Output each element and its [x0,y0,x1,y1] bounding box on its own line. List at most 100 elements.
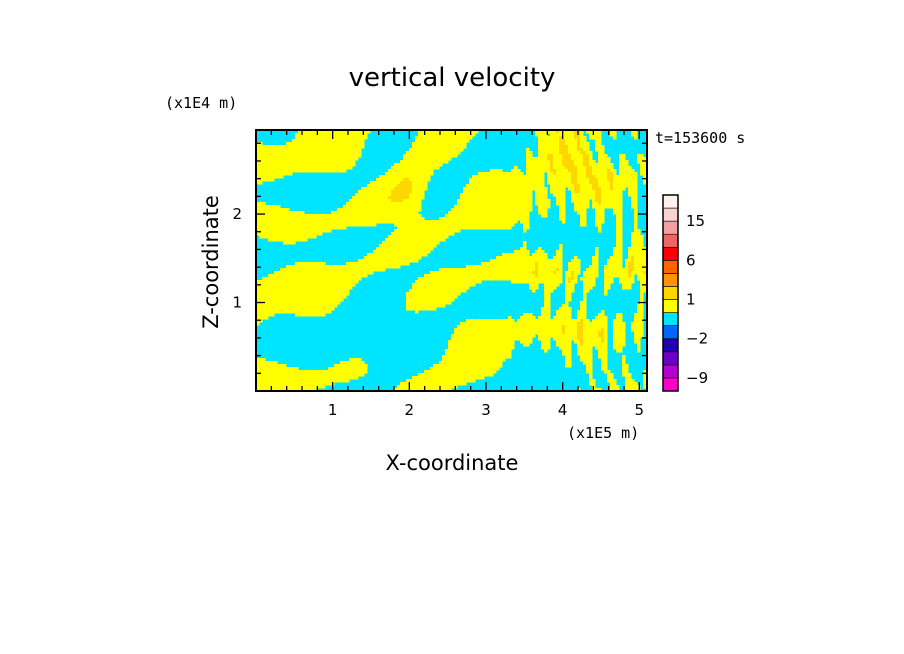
field-cell [640,280,647,284]
field-cell [451,337,533,341]
field-cell [634,334,644,338]
field-cell [580,130,584,134]
field-cell [358,259,419,263]
field-cell [403,157,452,161]
field-cell [424,370,497,374]
field-cell [592,199,596,203]
field-cell [565,142,578,146]
field-cell [592,187,602,191]
field-cell [631,241,644,245]
field-cell [295,262,326,266]
field-cell [556,340,572,344]
field-cell [598,160,611,164]
field-cell [601,340,605,344]
field-cell [535,265,539,269]
field-cell [472,175,545,179]
field-cell [613,253,623,257]
field-cell [532,271,539,275]
field-cell [598,334,605,338]
field-cell [574,340,581,344]
field-cell [643,370,647,374]
field-cell [565,274,572,278]
field-cell [613,331,626,335]
field-cell [538,211,548,215]
field-cell [631,322,644,326]
field-cell [547,157,554,161]
field-cell [412,181,428,185]
field-cell [604,331,608,335]
field-cell [409,178,431,182]
field-cell [598,349,608,353]
field-cell [418,373,494,377]
field-cell [610,133,617,137]
field-cell [535,274,539,278]
field-cell [589,154,593,158]
field-cell [610,388,620,391]
field-cell [256,169,347,173]
field-cell [568,268,581,272]
field-cell [556,310,572,314]
field-cell [538,139,560,143]
field-cell [295,136,368,140]
field-cell [601,328,605,332]
field-cell [388,169,434,173]
field-cell [454,331,563,335]
field-cell [565,271,572,275]
field-cell [514,166,518,170]
field-cell [589,163,614,167]
field-cell [412,376,485,380]
field-cell [580,151,587,155]
field-cell [616,316,623,320]
field-cell [595,220,605,224]
field-cell [415,280,482,284]
field-cell [628,262,635,266]
field-cell [580,214,587,218]
field-cell [619,157,626,161]
field-cell [616,349,623,353]
field-cell [562,352,572,356]
field-cell [424,274,536,278]
field-cell [544,295,551,299]
field-cell [286,142,365,146]
colorbar-swatch [662,194,679,209]
field-cell [541,346,551,350]
field-cell [580,301,587,305]
field-cell [544,301,551,305]
axis-ticks [256,130,647,391]
field-cell [412,286,470,290]
field-cell [604,277,614,281]
field-cell [256,379,350,383]
field-cell [406,301,452,305]
field-cell [571,274,575,278]
field-cell [613,178,638,182]
field-cell [538,316,551,320]
field-cell [256,304,338,308]
field-cell [637,277,647,281]
field-cell [616,214,623,218]
field-cell [589,382,596,386]
field-cell [535,199,551,203]
field-cell [400,382,467,386]
field-cell [538,265,563,269]
colorbar-swatch [662,325,679,340]
field-cell [625,262,629,266]
field-cell [538,337,551,341]
field-cell [460,322,578,326]
field-cell [553,163,563,167]
field-cell [556,343,572,347]
field-cell [604,280,614,284]
field-cell [565,361,572,365]
field-cell [538,154,548,158]
field-cell [565,166,578,170]
field-cell [352,196,389,200]
field-cell [445,349,512,353]
field-cell [535,133,548,137]
field-cell [643,385,647,389]
field-cell [598,181,611,185]
field-cell [589,181,599,185]
field-cell [565,301,569,305]
field-cell [463,187,548,191]
field-cell [256,280,359,284]
field-cell [256,205,281,209]
field-cell [559,217,566,221]
